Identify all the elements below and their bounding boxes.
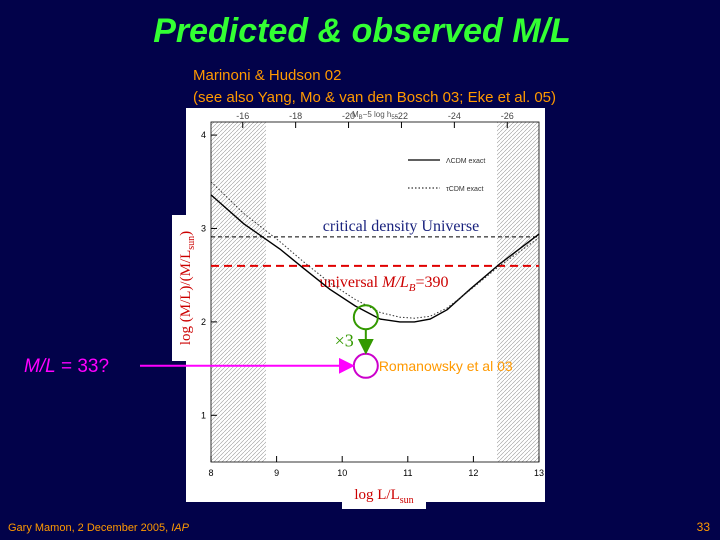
ylabel-end: ) [178, 231, 194, 236]
page-number: 33 [697, 520, 711, 534]
observed-label: M/L = 33? [24, 356, 109, 377]
footer-venue: IAP [171, 522, 189, 534]
x2-tick-label: -22 [395, 111, 408, 121]
x-tick-label: 9 [274, 468, 279, 478]
x2-tick-label: -16 [236, 111, 249, 121]
hatched-region [497, 122, 539, 462]
factor-label: ×3 [335, 331, 354, 351]
hline-label-part: B [409, 282, 416, 294]
citation-note: (see also Yang, Mo & van den Bosch 03; E… [193, 89, 556, 106]
plot-frame [210, 121, 540, 463]
x2label-part: 55 [391, 115, 398, 121]
y-tick-label: 3 [201, 223, 206, 233]
citation: Marinoni & Hudson 02 [193, 67, 341, 84]
xlabel-main: log L/L [354, 487, 399, 503]
x-tick-label: 8 [208, 468, 213, 478]
hline-label-part: M/L [381, 274, 409, 291]
hline-label: critical density Universe [323, 218, 479, 235]
y-tick-label: 4 [201, 130, 206, 140]
hline-label-part: universal [319, 274, 382, 291]
x-tick-label: 11 [403, 468, 412, 478]
x-axis-label: log L/Lsun [354, 487, 413, 506]
x2label-part: −5 log h [363, 110, 392, 119]
slide-title: Predicted & observed M/L [153, 12, 571, 50]
xlabel-box [342, 483, 426, 509]
y-axis-label: log (M/L)/(M/Lsun) [178, 231, 197, 345]
legend-label: ΛCDM exact [446, 158, 485, 165]
x2-tick-label: -18 [289, 111, 302, 121]
xlabel-sub: sun [400, 495, 414, 506]
footer-author: Gary Mamon, 2 December 2005, IAP [8, 522, 190, 534]
x2-tick-label: -20 [342, 111, 355, 121]
footer-author-text: Gary Mamon, 2 December 2005, [8, 522, 171, 534]
observed-ml: M/L [24, 356, 56, 377]
hline-label: universal M/LB=390 [319, 274, 448, 294]
legend-label: τCDM exact [446, 186, 483, 193]
x-tick-label: 13 [534, 468, 544, 478]
x2-tick-label: -24 [448, 111, 461, 121]
y-tick-label: 2 [201, 317, 206, 327]
x2label-part: M [352, 110, 359, 119]
x2-tick-label: -26 [501, 111, 514, 121]
x2label-part: B [359, 115, 363, 121]
x-tick-label: 12 [468, 468, 478, 478]
ylabel-sub: sun [186, 236, 197, 250]
series-line [210, 181, 540, 319]
hline-label-part: =390 [416, 274, 449, 291]
hatched-region [211, 122, 266, 462]
x2-axis-label: MB−5 log h55 [352, 110, 399, 121]
point-label: Romanowsky et al 03 [379, 358, 513, 374]
x-tick-label: 10 [337, 468, 347, 478]
ylabel-box [172, 215, 197, 361]
observed-rest: = 33? [56, 356, 109, 377]
y-tick-label: 1 [201, 410, 206, 420]
ylabel-main: log (M/L)/(M/L [178, 250, 194, 345]
